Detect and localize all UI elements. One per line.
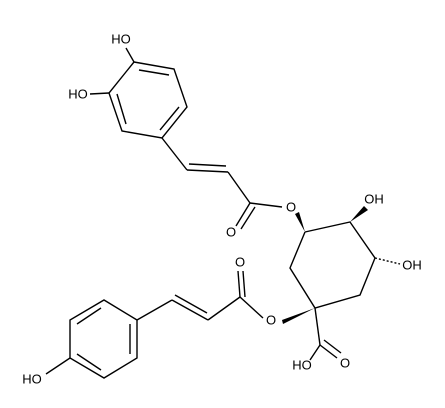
atom-label: O (235, 254, 245, 269)
atom-label: HO (68, 86, 88, 101)
atom-label: O (226, 224, 236, 239)
atom-label: OH (402, 257, 422, 272)
bonds (45, 47, 401, 379)
atom-label: O (340, 355, 350, 370)
atom-label: OH (364, 191, 384, 206)
atom-label: HO (22, 371, 42, 386)
atom-label: HO (292, 357, 312, 372)
atom-label: O (286, 199, 296, 214)
atom-label: HO (111, 31, 131, 46)
atom-label: O (266, 312, 276, 327)
